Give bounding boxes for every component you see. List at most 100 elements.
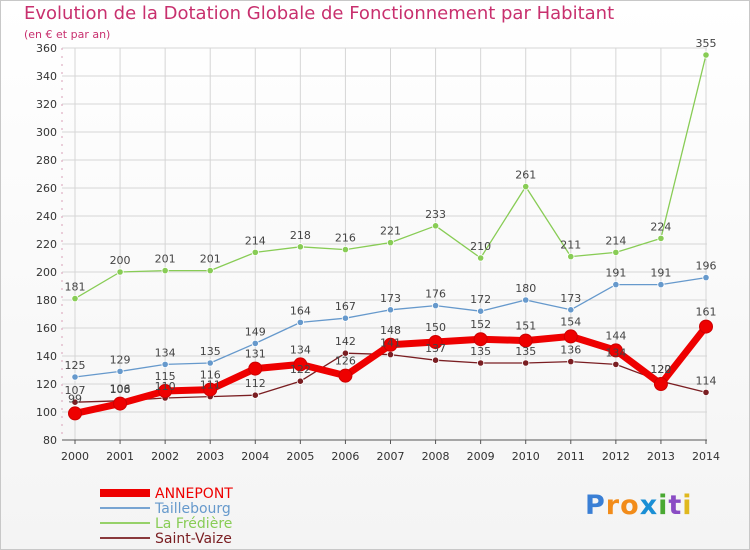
data-label: 172 — [470, 293, 491, 306]
data-label: 141 — [380, 337, 401, 350]
data-point — [477, 254, 485, 262]
logo-letter: o — [620, 490, 640, 521]
data-point — [161, 266, 169, 275]
data-point — [206, 266, 214, 275]
data-label: 211 — [560, 239, 581, 252]
data-label: 191 — [650, 267, 671, 280]
data-label: 150 — [425, 321, 446, 334]
x-tick-label: 2012 — [602, 450, 630, 463]
data-point — [612, 280, 620, 289]
chart-subtitle: (en € et par an) — [24, 28, 111, 41]
data-label: 214 — [245, 234, 266, 247]
data-point — [657, 280, 665, 289]
logo-letter: P — [585, 490, 606, 521]
data-label: 201 — [155, 253, 176, 266]
data-point — [702, 388, 710, 396]
data-label: 108 — [110, 383, 131, 396]
data-point — [113, 396, 128, 411]
data-label: 214 — [605, 234, 626, 247]
data-label: 135 — [470, 345, 491, 358]
data-point — [386, 239, 395, 247]
data-point — [518, 333, 533, 348]
data-point — [116, 268, 124, 276]
data-point — [522, 296, 530, 304]
legend-label: Taillebourg — [154, 501, 231, 517]
y-tick-label: 220 — [36, 238, 57, 251]
data-point — [158, 384, 173, 398]
y-tick-label: 300 — [36, 126, 57, 139]
data-label: 135 — [515, 345, 536, 358]
data-point — [71, 398, 79, 406]
data-point — [341, 246, 350, 254]
data-point — [473, 332, 488, 347]
data-point — [383, 337, 398, 352]
data-label: 131 — [245, 348, 266, 361]
data-label: 99 — [68, 392, 82, 405]
data-label: 116 — [200, 369, 221, 382]
data-label: 355 — [696, 37, 717, 50]
data-label: 210 — [470, 240, 491, 253]
data-point — [203, 382, 218, 397]
data-point — [251, 339, 259, 347]
x-tick-label: 2003 — [196, 450, 224, 463]
data-label: 106 — [110, 383, 131, 396]
data-label: 148 — [380, 324, 401, 337]
data-label: 224 — [650, 220, 671, 233]
data-label: 191 — [605, 267, 626, 280]
data-point — [71, 294, 79, 303]
data-label: 112 — [245, 377, 266, 390]
data-point — [702, 51, 710, 59]
y-tick-label: 180 — [36, 294, 57, 307]
data-label: 136 — [560, 344, 581, 357]
x-tick-label: 2014 — [692, 450, 720, 463]
data-label: 152 — [470, 318, 491, 331]
data-point — [341, 314, 350, 322]
data-point — [567, 357, 575, 366]
data-label: 142 — [335, 335, 356, 348]
data-point — [293, 357, 308, 372]
data-point — [431, 301, 440, 310]
data-label: 233 — [425, 208, 446, 221]
data-point — [68, 406, 82, 421]
data-label: 122 — [290, 363, 311, 376]
data-point — [522, 183, 530, 191]
x-tick-label: 2004 — [241, 450, 269, 463]
data-point — [206, 359, 214, 367]
logo-letter: t — [668, 490, 683, 521]
data-label: 200 — [110, 254, 131, 267]
data-label: 161 — [696, 306, 717, 319]
legend-label: Saint-Vaize — [155, 531, 232, 547]
y-tick-label: 120 — [36, 378, 57, 391]
data-label: 181 — [65, 281, 86, 294]
data-label: 134 — [605, 346, 626, 359]
data-label: 144 — [605, 329, 626, 342]
data-point — [296, 318, 304, 326]
data-label: 129 — [110, 353, 131, 366]
data-label: 111 — [200, 379, 221, 392]
data-label: 164 — [290, 304, 311, 317]
data-label: 173 — [560, 292, 581, 305]
data-label: 120 — [650, 363, 671, 376]
data-point — [428, 335, 443, 349]
data-point — [431, 222, 440, 230]
data-point — [248, 361, 263, 376]
data-point — [431, 356, 440, 364]
x-tick-label: 2010 — [512, 450, 540, 463]
data-point — [477, 307, 485, 315]
data-label: 149 — [245, 325, 266, 338]
data-point — [296, 243, 304, 251]
y-tick-label: 200 — [36, 266, 57, 279]
y-tick-label: 100 — [36, 406, 57, 419]
x-tick-label: 2001 — [106, 450, 134, 463]
data-point — [702, 273, 710, 282]
data-label: 176 — [425, 288, 446, 301]
data-label: 137 — [425, 342, 446, 355]
data-label: 221 — [380, 225, 401, 238]
data-point — [161, 360, 169, 368]
data-label: 126 — [335, 355, 356, 368]
data-label: 135 — [200, 345, 221, 358]
data-label: 134 — [290, 343, 311, 356]
